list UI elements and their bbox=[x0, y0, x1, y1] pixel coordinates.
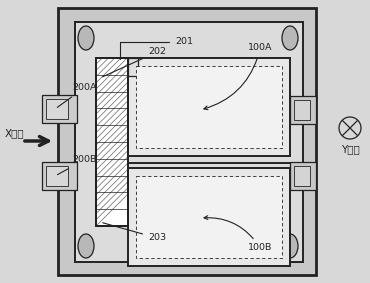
Text: 100A: 100A bbox=[204, 44, 272, 110]
Bar bbox=[294, 100, 310, 120]
Text: 200A: 200A bbox=[57, 83, 97, 107]
Bar bbox=[136, 176, 282, 258]
Bar bbox=[96, 58, 128, 226]
Bar bbox=[128, 168, 290, 266]
Bar bbox=[128, 58, 290, 156]
Bar bbox=[128, 58, 138, 76]
Bar bbox=[58, 8, 316, 275]
Ellipse shape bbox=[78, 26, 94, 50]
Bar bbox=[42, 162, 77, 190]
Text: 202: 202 bbox=[102, 48, 166, 77]
Bar bbox=[96, 58, 128, 226]
Bar bbox=[294, 166, 310, 186]
Text: 203: 203 bbox=[102, 223, 166, 243]
Text: 200B: 200B bbox=[57, 155, 96, 175]
Bar bbox=[290, 96, 316, 124]
Bar bbox=[75, 22, 303, 262]
Ellipse shape bbox=[282, 234, 298, 258]
Ellipse shape bbox=[78, 234, 94, 258]
Bar bbox=[42, 95, 77, 123]
Text: 100B: 100B bbox=[204, 216, 272, 252]
Bar bbox=[46, 99, 68, 119]
Bar bbox=[136, 66, 282, 148]
Text: 201: 201 bbox=[120, 38, 193, 59]
Bar bbox=[290, 162, 316, 190]
Bar bbox=[46, 166, 68, 186]
Text: X方向: X方向 bbox=[5, 128, 25, 138]
Ellipse shape bbox=[282, 26, 298, 50]
Text: Y方向: Y方向 bbox=[341, 144, 359, 154]
